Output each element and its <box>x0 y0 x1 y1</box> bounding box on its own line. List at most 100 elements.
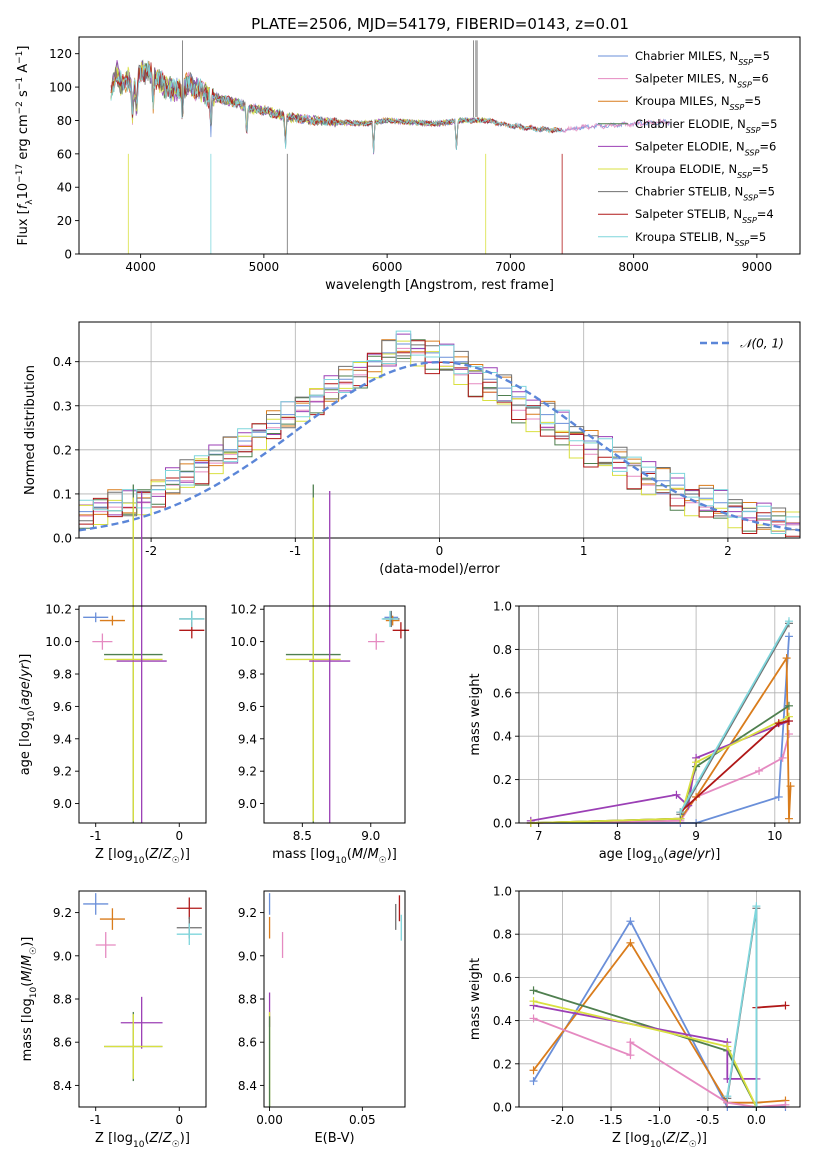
y-tick-label: 0.0 <box>493 1101 512 1115</box>
legend-label: Chabrier MILES, NSSP=5 <box>635 49 770 67</box>
y-tick-label: 0.0 <box>493 817 512 831</box>
y-tick-label: 20 <box>57 214 72 228</box>
y-tick-label: 0.4 <box>53 355 72 369</box>
panel-4: 8.5 9.0 9.0 9.2 9.4 9.6 9.8 10.0 10.2 mass [log10… <box>230 484 410 866</box>
x-tick-label: 0.05 <box>349 1113 376 1127</box>
spectrum-line <box>110 62 563 153</box>
x-tick-label: 9 <box>692 829 700 843</box>
legend-label: Salpeter MILES, NSSP=6 <box>635 72 769 90</box>
y-tick-label: 0.1 <box>53 487 72 501</box>
y-tick-label: 0.6 <box>493 686 512 700</box>
data-marker <box>676 808 685 817</box>
y-tick-label: 8.4 <box>53 1079 72 1093</box>
panel-1: 4000 5000 6000 7000 8000 9000 0 20 40 60 80 100 120 w… <box>15 36 801 293</box>
axes-frame <box>518 605 801 824</box>
x-tick-label: -1.0 <box>648 1113 671 1127</box>
y-tick-label: 8.6 <box>238 1036 257 1050</box>
y-axis-label: mass weight <box>468 958 483 1040</box>
data-marker <box>774 792 783 801</box>
x-tick-label: 8.5 <box>293 829 312 843</box>
errorbar-point <box>385 615 400 626</box>
x-axis-label: E(B-V) <box>314 1131 354 1146</box>
y-tick-label: 10.0 <box>45 635 72 649</box>
errorbar-point <box>309 491 351 823</box>
data-marker <box>723 1092 732 1101</box>
panel-8: -2.0 -1.5 -1.0 -0.5 0.0 0.0 0.2 0.4 0.6 0.8 1.0 Z [… <box>468 885 801 1150</box>
data-marker <box>784 717 793 726</box>
spectrum-line <box>110 59 486 154</box>
x-tick-label: 10 <box>767 829 782 843</box>
y-tick-label: 0 <box>64 248 72 262</box>
x-axis-label: (data-model)/error <box>379 562 500 577</box>
y-tick-label: 9.0 <box>53 949 72 963</box>
y-tick-label: 10.2 <box>45 603 72 617</box>
gaussian-curve <box>78 360 801 532</box>
data-marker <box>626 1038 635 1047</box>
legend-label: Salpeter ELODIE, NSSP=6 <box>635 139 776 157</box>
y-axis-label: Normed distribution <box>23 365 38 495</box>
data-marker <box>529 1014 538 1023</box>
errorbar-point <box>116 491 167 823</box>
x-tick-label: -1 <box>90 1113 102 1127</box>
data-marker <box>784 730 793 739</box>
y-tick-label: 0.2 <box>53 443 72 457</box>
data-marker <box>752 902 761 911</box>
data-marker <box>529 986 538 995</box>
series-line <box>679 620 790 813</box>
x-tick-label: 2 <box>724 544 732 558</box>
histogram-step <box>79 340 800 537</box>
y-tick-label: 0.4 <box>493 730 512 744</box>
data-marker <box>784 617 793 626</box>
series-line <box>533 989 758 1108</box>
legend-label: Salpeter STELIB, NSSP=4 <box>635 207 774 225</box>
y-tick-label: 9.2 <box>53 765 72 779</box>
y-tick-label: 1.0 <box>493 600 512 614</box>
data-marker <box>723 1042 732 1051</box>
y-tick-label: 10.0 <box>230 635 257 649</box>
plot-area <box>83 893 202 1082</box>
series-line <box>530 733 790 824</box>
x-tick-label: 9.0 <box>361 829 380 843</box>
y-tick-label: 9.2 <box>238 765 257 779</box>
x-axis-label: wavelength [Angstrom, rest frame] <box>325 278 554 293</box>
errorbar-point <box>176 923 202 945</box>
y-tick-label: 9.8 <box>53 668 72 682</box>
axes-frame <box>78 36 801 255</box>
errorbar-point <box>95 932 116 958</box>
y-tick-label: 60 <box>57 147 72 161</box>
y-tick-label: 0.6 <box>493 971 512 985</box>
axes-frame <box>263 605 406 824</box>
data-marker <box>672 790 681 799</box>
histogram-step <box>79 340 800 531</box>
data-marker <box>784 701 793 710</box>
plot-area <box>78 330 801 539</box>
axes-frame <box>78 890 207 1108</box>
data-marker <box>529 1066 538 1075</box>
y-axis-label: mass weight <box>468 673 483 755</box>
errorbar-point <box>285 497 341 822</box>
axes-frame <box>518 890 801 1108</box>
figure-title: PLATE=2506, MJD=54179, FIBERID=0143, z=0… <box>251 15 629 33</box>
errorbar-point <box>368 633 385 650</box>
y-tick-label: 120 <box>49 47 72 61</box>
legend-label: Kroupa MILES, NSSP=5 <box>635 94 761 112</box>
axes-frame <box>78 605 207 824</box>
y-tick-label: 8.8 <box>53 993 72 1007</box>
panel-2: -2 -1 0 1 2 0.0 0.1 0.2 0.3 0.4 (data-model)/error… <box>23 321 801 577</box>
y-axis-label: Flux [fλ10−17 erg cm−2 s−1 A−1] <box>15 46 35 246</box>
errorbar-point <box>99 908 125 930</box>
series-line <box>530 715 790 824</box>
errorbar-point <box>83 893 109 915</box>
x-tick-label: 8000 <box>618 260 649 274</box>
series-line <box>756 1004 786 1009</box>
x-tick-label: -0.5 <box>696 1113 719 1127</box>
y-tick-label: 9.2 <box>53 906 72 920</box>
errorbar-point <box>104 497 163 822</box>
y-tick-label: 9.0 <box>238 797 257 811</box>
spectrum-line <box>110 61 671 150</box>
legend-label: Chabrier ELODIE, NSSP=5 <box>635 117 777 135</box>
series-line <box>530 636 790 824</box>
errorbar-point <box>92 633 113 650</box>
y-tick-label: 9.4 <box>53 732 72 746</box>
